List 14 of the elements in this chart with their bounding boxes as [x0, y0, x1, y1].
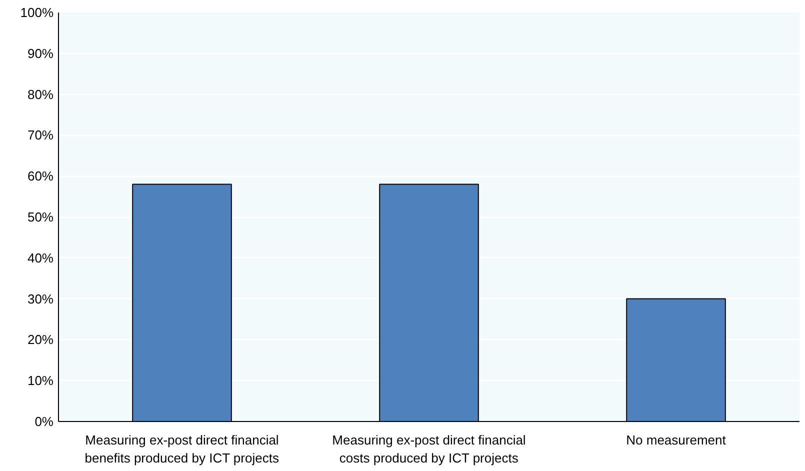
y-tick-label: 40%: [27, 250, 54, 266]
x-tick-label: No measurement: [626, 432, 726, 448]
y-tick-label: 20%: [27, 332, 54, 348]
y-tick-label: 0%: [34, 414, 54, 429]
y-tick-label: 30%: [27, 291, 54, 306]
y-tick-label: 90%: [27, 46, 54, 61]
y-tick-label: 80%: [27, 86, 54, 102]
y-tick-label: 50%: [27, 210, 54, 224]
x-tick-label: Measuring ex-post direct financial benefits produced by ICT projects: [84, 432, 280, 466]
y-tick-label: 70%: [27, 128, 54, 143]
y-tick-label: 60%: [27, 168, 54, 184]
x-tick-label: Measuring ex-post direct financial costs produced by ICT projects: [332, 432, 526, 466]
y-tick-label: 100%: [20, 5, 54, 20]
y-tick-label: 10%: [27, 373, 54, 388]
